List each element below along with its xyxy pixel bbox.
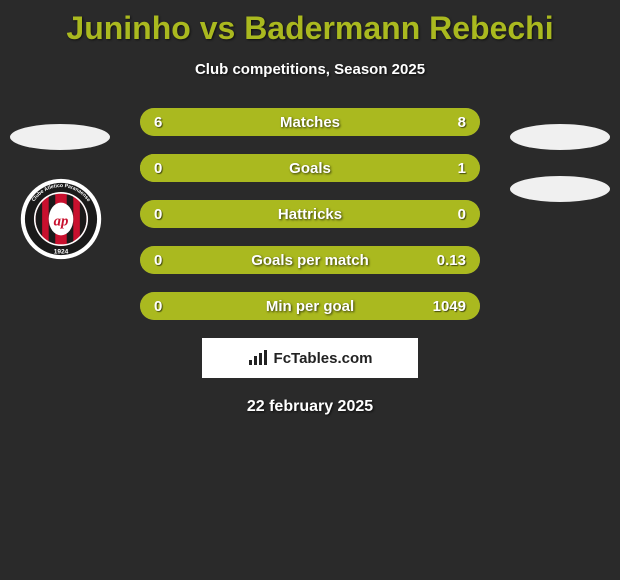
subtitle: Club competitions, Season 2025 [0,61,620,78]
stat-label: Min per goal [266,298,354,315]
attribution-text: FcTables.com [274,350,373,367]
stat-value-right: 1 [458,160,466,177]
stat-value-left: 0 [154,252,162,269]
page-title: Juninho vs Badermann Rebechi [0,0,620,47]
stats-container: 6 Matches 8 0 Goals 1 0 Hattricks 0 0 Go… [0,108,620,320]
stat-value-left: 6 [154,114,162,131]
stat-row: 0 Goals 1 [140,154,480,182]
stat-value-left: 0 [154,298,162,315]
stat-value-left: 0 [154,160,162,177]
stat-label: Matches [280,114,340,131]
stat-row: 0 Goals per match 0.13 [140,246,480,274]
stat-value-right: 0 [458,206,466,223]
stat-label: Goals per match [251,252,369,269]
stat-value-left: 0 [154,206,162,223]
stat-row: 0 Min per goal 1049 [140,292,480,320]
attribution-box: FcTables.com [202,338,418,378]
stat-label: Hattricks [278,206,342,223]
bar-chart-icon [248,350,268,366]
date-text: 22 february 2025 [0,398,620,416]
stat-row: 6 Matches 8 [140,108,480,136]
stat-label: Goals [289,160,331,177]
stat-value-right: 8 [458,114,466,131]
stat-value-right: 0.13 [437,252,466,269]
stat-row: 0 Hattricks 0 [140,200,480,228]
stat-value-right: 1049 [433,298,466,315]
